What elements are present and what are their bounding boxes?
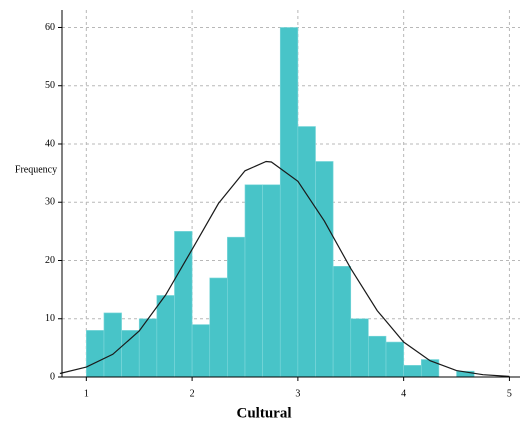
y-tick-label: 30 — [45, 197, 55, 208]
y-tick-label: 50 — [45, 80, 55, 91]
y-tick-label: 10 — [45, 313, 55, 324]
bar — [315, 161, 334, 378]
bar — [403, 365, 422, 378]
bar — [244, 184, 263, 378]
y-tick-label: 60 — [45, 22, 55, 33]
y-tick-label: 20 — [45, 255, 55, 266]
bar — [332, 266, 352, 378]
bar — [385, 341, 404, 378]
x-tick-label: 1 — [84, 388, 89, 399]
bar — [103, 312, 122, 378]
y-tick-label: 40 — [45, 138, 55, 149]
y-tick-label: 0 — [50, 371, 55, 382]
x-tick-label: 5 — [507, 388, 512, 399]
bar — [279, 27, 299, 378]
bar — [121, 330, 140, 378]
bar — [297, 126, 316, 378]
density-curve — [59, 160, 510, 377]
bar — [227, 236, 246, 378]
x-tick-label: 3 — [295, 388, 300, 399]
bar — [420, 359, 440, 378]
x-tick-label: 4 — [401, 388, 406, 399]
bar — [368, 335, 387, 378]
x-tick-label: 2 — [190, 388, 195, 399]
y-axis-label: Frequency — [15, 164, 57, 175]
bar — [156, 295, 175, 378]
bar — [191, 324, 211, 378]
x-axis-label: Cultural — [236, 405, 291, 421]
bar — [209, 277, 228, 378]
bar — [350, 318, 369, 378]
bar — [262, 184, 281, 378]
bar — [86, 330, 105, 378]
